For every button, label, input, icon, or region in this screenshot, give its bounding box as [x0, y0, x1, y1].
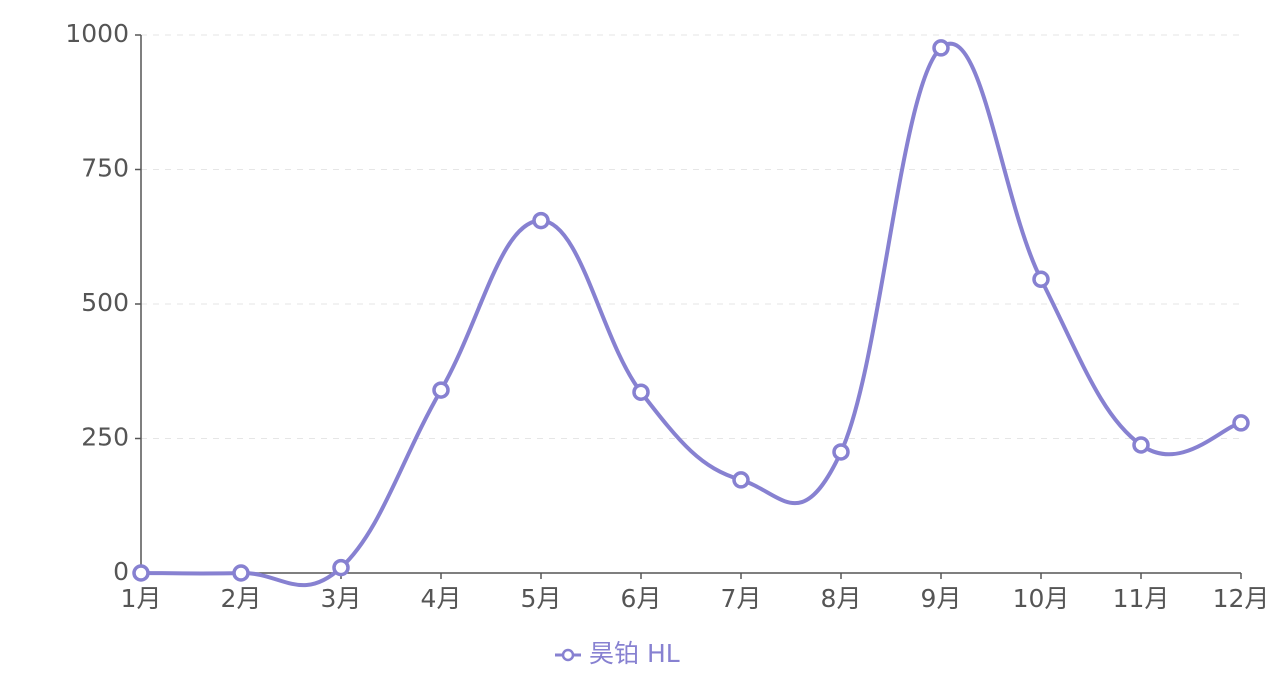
y-tick-label: 750: [81, 154, 129, 183]
x-tick-label: 12月: [1213, 584, 1270, 613]
x-tick-label: 3月: [321, 584, 362, 613]
data-point: [932, 39, 950, 57]
data-point: [232, 564, 250, 582]
y-tick-label: 250: [81, 423, 129, 452]
x-tick-label: 9月: [921, 584, 962, 613]
series-line: [140, 41, 1242, 588]
y-tick-label: 500: [81, 288, 129, 317]
data-point: [1032, 270, 1050, 289]
legend-label: 昊铂 HL: [589, 639, 680, 668]
y-tick-label: 0: [113, 557, 129, 586]
data-point: [832, 443, 850, 461]
x-tick-label: 11月: [1113, 584, 1170, 613]
data-point: [432, 381, 450, 399]
y-tick-label: 1000: [65, 19, 129, 48]
x-tick-label: 5月: [521, 584, 562, 613]
x-tick-label: 2月: [221, 584, 262, 613]
data-point: [332, 558, 350, 577]
x-tick-label: 6月: [621, 584, 662, 613]
legend-icon-dot: [561, 648, 575, 662]
x-tick-label: 4月: [421, 584, 462, 613]
data-point: [1232, 414, 1250, 432]
x-tick-label: 8月: [821, 584, 862, 613]
data-point: [1132, 436, 1150, 454]
data-point: [132, 564, 150, 582]
x-tick-label: 7月: [721, 584, 762, 613]
data-point: [532, 211, 550, 230]
data-point: [632, 383, 650, 401]
data-point: [732, 471, 750, 489]
x-tick-label: 1月: [121, 584, 162, 613]
x-tick-label: 10月: [1013, 584, 1070, 613]
